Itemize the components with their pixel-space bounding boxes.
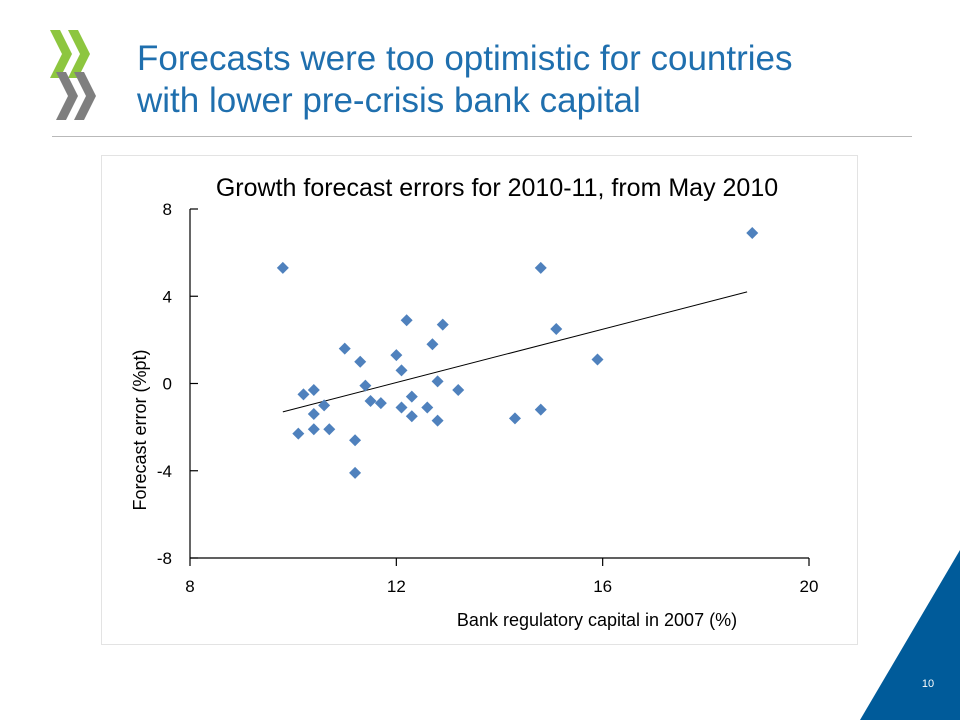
data-point — [318, 399, 331, 412]
y-tick-label: -8 — [157, 549, 172, 568]
data-point — [426, 338, 439, 351]
x-tick-label: 8 — [185, 577, 194, 596]
data-point — [431, 414, 444, 427]
data-point — [405, 390, 418, 403]
x-tick-label: 12 — [387, 577, 406, 596]
scatter-chart: Growth forecast errors for 2010-11, from… — [130, 174, 819, 630]
data-point — [395, 364, 408, 377]
data-point — [276, 261, 289, 274]
data-point — [395, 401, 408, 414]
corner-accent — [860, 550, 960, 720]
trendline-layer — [282, 291, 748, 413]
data-point — [323, 423, 336, 436]
x-tick-label: 20 — [800, 577, 819, 596]
data-point — [307, 423, 320, 436]
data-point — [359, 379, 372, 392]
data-point — [746, 226, 759, 239]
data-point — [400, 314, 413, 327]
data-point — [349, 466, 362, 479]
data-point — [307, 408, 320, 421]
chart-title: Growth forecast errors for 2010-11, from… — [216, 174, 778, 202]
chart-frame: Growth forecast errors for 2010-11, from… — [101, 155, 858, 645]
page-number: 10 — [921, 678, 935, 690]
x-tick-label: 16 — [593, 577, 612, 596]
data-point — [297, 388, 310, 401]
slide-title-line2: with lower pre-crisis bank capital — [137, 81, 641, 120]
y-tick-label: 8 — [163, 200, 172, 219]
x-axis-label: Bank regulatory capital in 2007 (%) — [457, 610, 737, 630]
title-divider — [52, 136, 912, 137]
oecd-logo — [50, 30, 96, 120]
data-point — [452, 384, 465, 397]
data-point — [534, 261, 547, 274]
data-point — [508, 412, 521, 425]
trendline — [282, 291, 748, 413]
axes: 8 4 0 -4 -8 8 12 16 20 — [157, 200, 819, 596]
data-point — [307, 384, 320, 397]
data-point — [354, 355, 367, 368]
data-point — [421, 401, 434, 414]
points-layer — [276, 226, 759, 479]
data-point — [431, 375, 444, 388]
data-point — [390, 349, 403, 362]
data-point — [405, 410, 418, 423]
data-point — [374, 397, 387, 410]
y-tick-label: 4 — [163, 287, 172, 306]
data-point — [364, 394, 377, 407]
data-point — [591, 353, 604, 366]
y-tick-label: 0 — [163, 375, 172, 394]
data-point — [349, 434, 362, 447]
slide-title: Forecasts were too optimistic for countr… — [137, 38, 917, 122]
data-point — [534, 403, 547, 416]
data-point — [292, 427, 305, 440]
data-point — [338, 342, 351, 355]
y-axis-label: Forecast error (%pt) — [130, 349, 150, 510]
data-point — [550, 322, 563, 335]
y-tick-label: -4 — [157, 462, 172, 481]
slide-title-line1: Forecasts were too optimistic for countr… — [137, 39, 793, 78]
data-point — [436, 318, 449, 331]
